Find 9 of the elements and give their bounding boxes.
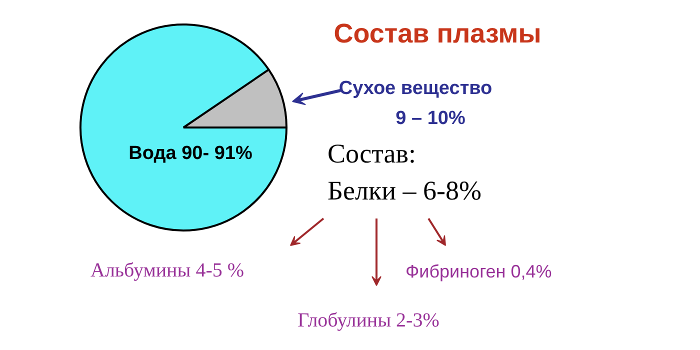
text: Альбумины 4-5 % — [90, 260, 244, 282]
text: Глобулины 2-3% — [298, 310, 440, 332]
text: Белки – 6-8% — [328, 176, 482, 206]
chart-title: Состав плазмы — [334, 18, 542, 48]
text: Фибриноген 0,4% — [406, 262, 552, 282]
slice-label: Вода 90- 91% — [128, 143, 252, 164]
text: Состав: — [328, 138, 416, 168]
data-label: 9 – 10% — [396, 108, 466, 129]
slice-label: Сухое вещество — [338, 78, 492, 99]
